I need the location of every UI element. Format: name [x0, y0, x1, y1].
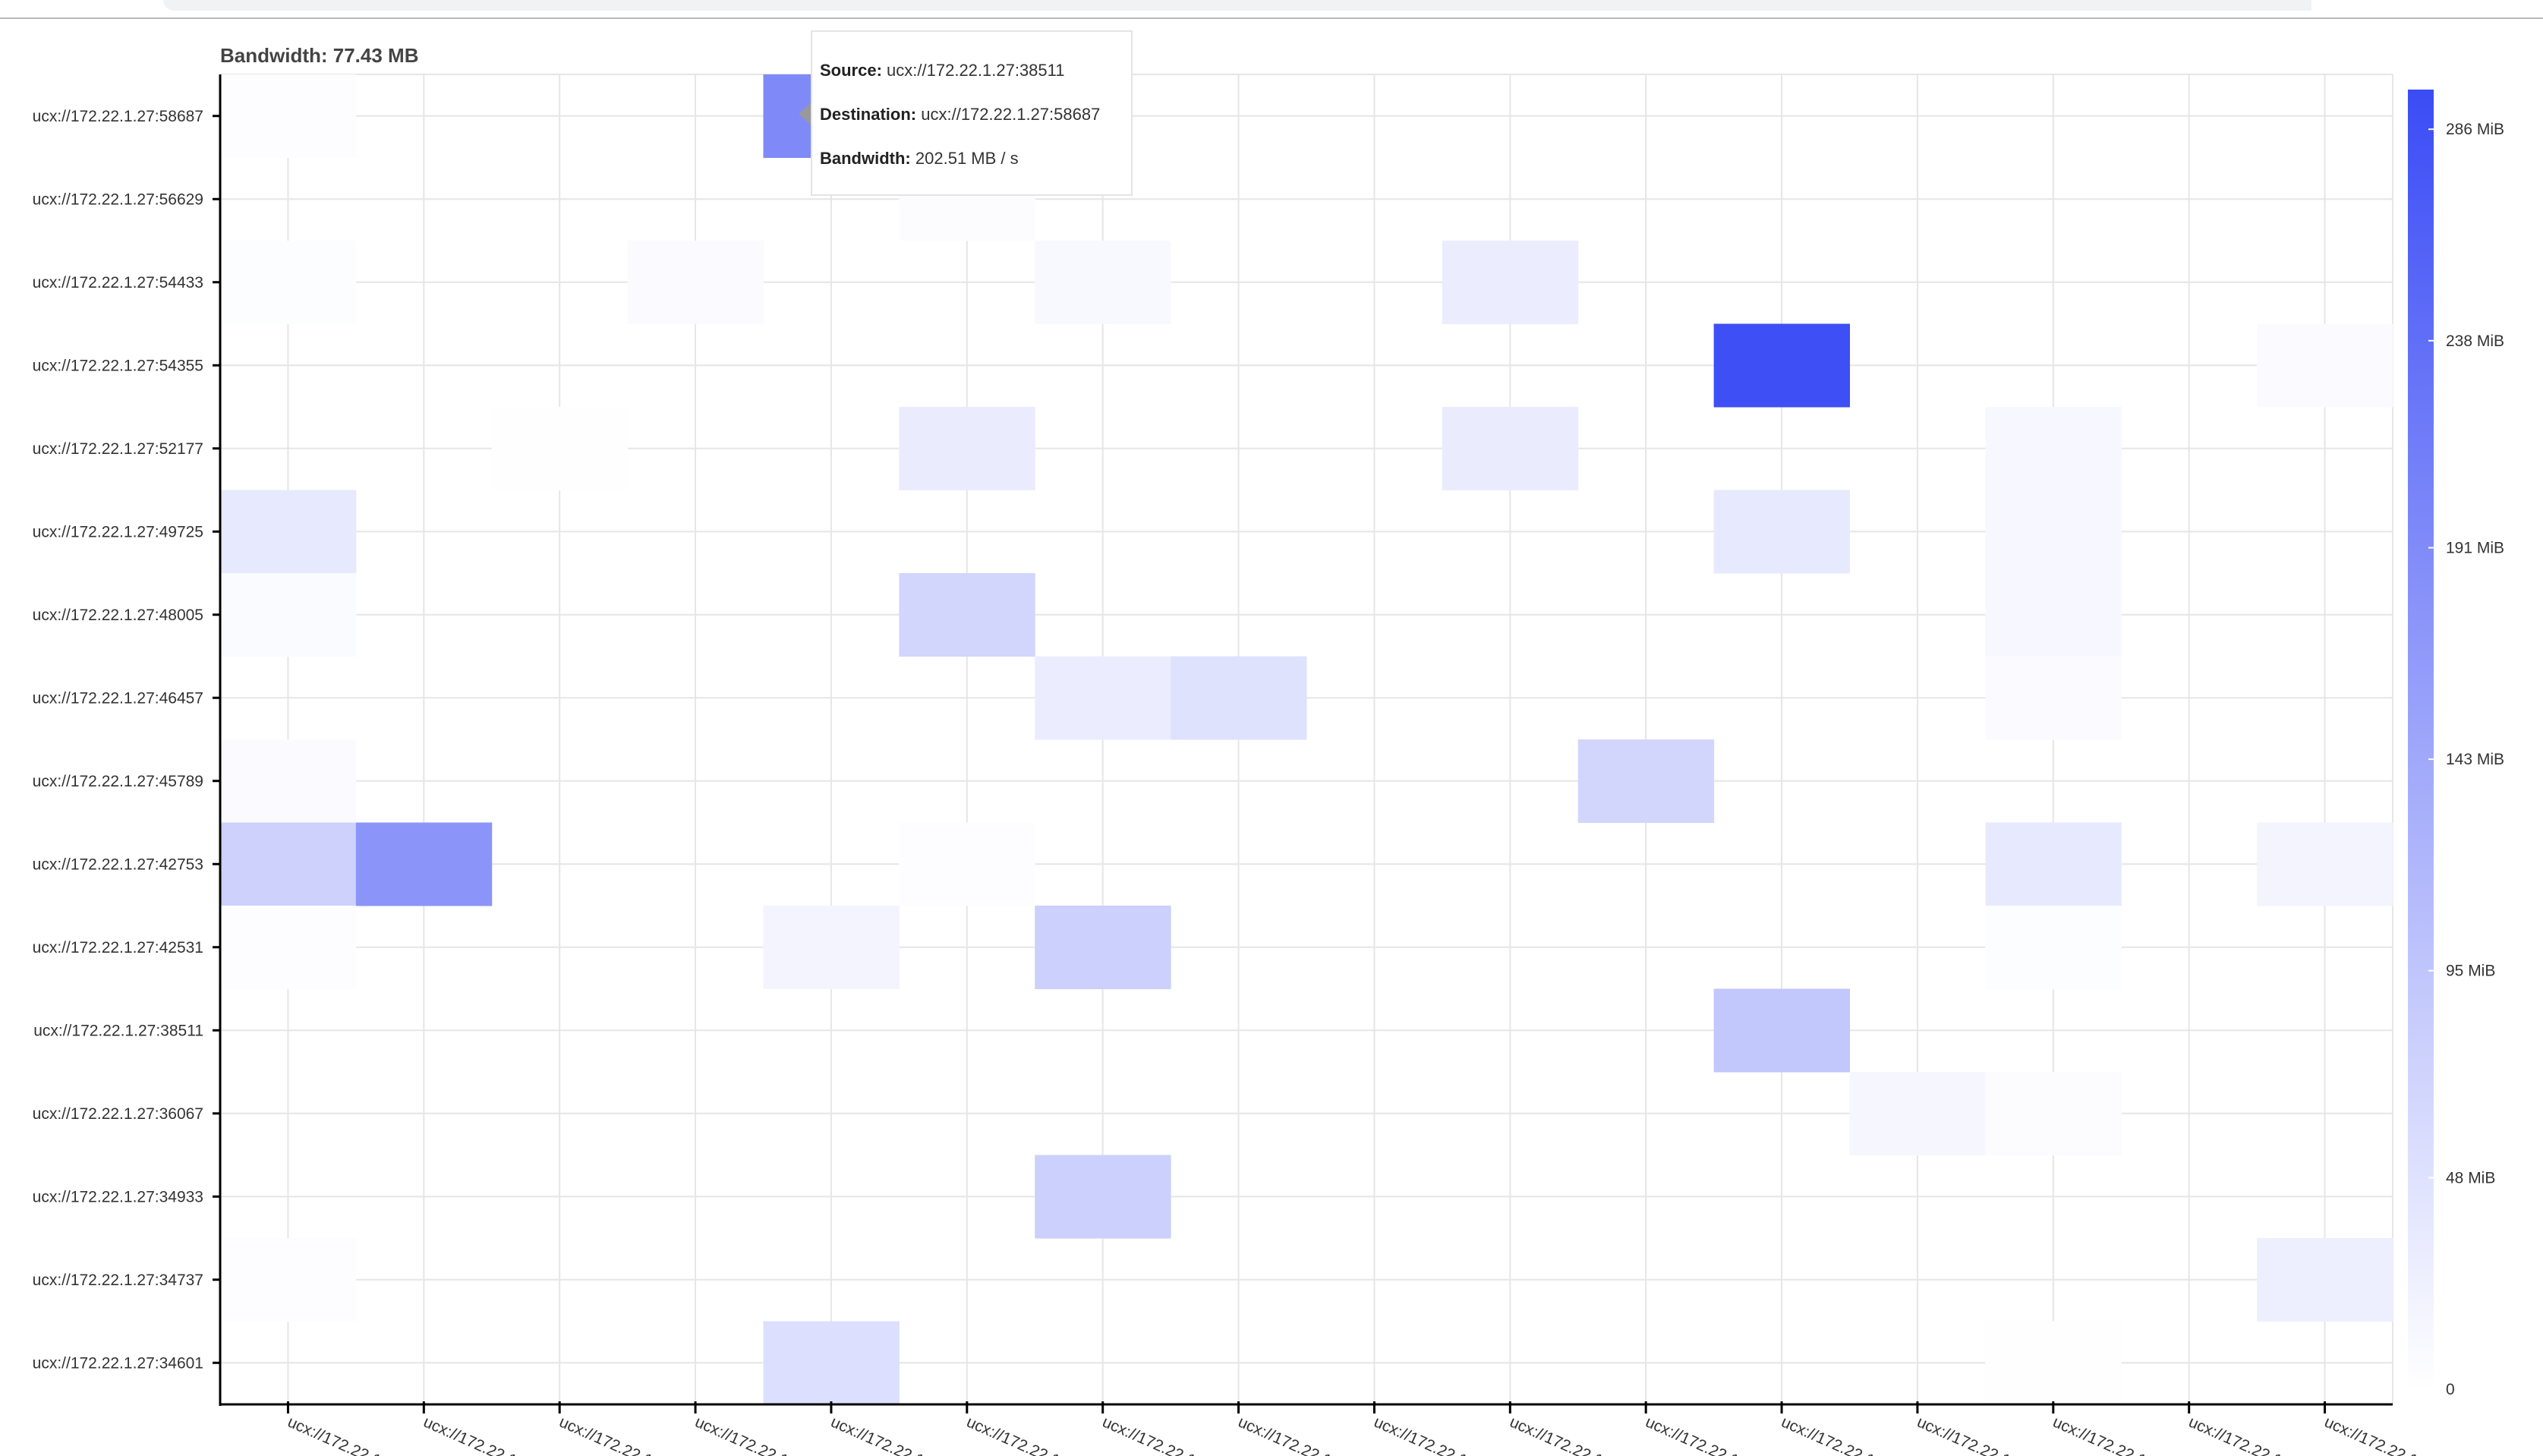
colorbar-tick-label: 238 MiB	[2446, 332, 2504, 350]
x-tick-label: ucx://172.22.1.27:58687	[2322, 1413, 2485, 1456]
tooltip-bandwidth-value: 202.51 MB / s	[915, 149, 1019, 168]
heatmap-cell[interactable]	[2257, 822, 2393, 906]
tooltip-destination-value: ucx://172.22.1.27:58687	[921, 105, 1101, 124]
x-tick-label: ucx://172.22.1.27:36067	[692, 1413, 856, 1456]
heatmap-cell[interactable]	[1442, 407, 1579, 490]
heatmap-cell[interactable]	[1713, 988, 1850, 1073]
heatmap-cell[interactable]	[220, 241, 357, 324]
chart-title: Bandwidth: 77.43 MB	[220, 44, 419, 67]
y-tick-label: ucx://172.22.1.27:34737	[33, 1272, 203, 1289]
x-tick-label: ucx://172.22.1.27:34601	[285, 1413, 448, 1456]
y-tick-label: ucx://172.22.1.27:54355	[33, 357, 203, 374]
heatmap-cell[interactable]	[1171, 656, 1307, 740]
heatmap-cell[interactable]	[220, 573, 357, 657]
x-tick-label: ucx://172.22.1.27:45789	[1236, 1413, 1399, 1456]
heatmap-cell[interactable]	[1035, 1155, 1171, 1239]
x-tick-label: ucx://172.22.1.27:42531	[964, 1413, 1127, 1456]
heatmap-cell[interactable]	[1985, 822, 2122, 906]
heatmap-cell[interactable]	[1713, 323, 1850, 408]
heatmap-cell[interactable]	[220, 490, 357, 574]
tooltip-destination-label: Destination:	[820, 105, 917, 124]
heatmap-cell[interactable]	[220, 74, 357, 158]
heatmap-cell[interactable]	[1985, 407, 2122, 490]
heatmap-cell[interactable]	[1035, 241, 1171, 324]
heatmap-cell[interactable]	[1985, 1321, 2122, 1405]
y-tick-label: ucx://172.22.1.27:58687	[33, 108, 203, 125]
x-tick-label: ucx://172.22.1.27:54355	[1914, 1413, 2078, 1456]
colorbar-tick-label: 0	[2446, 1381, 2455, 1398]
heatmap-cell[interactable]	[491, 407, 629, 490]
heatmap-cell[interactable]	[220, 1238, 357, 1322]
y-tick-label: ucx://172.22.1.27:46457	[33, 689, 203, 707]
y-tick-label: ucx://172.22.1.27:38511	[33, 1022, 203, 1039]
heatmap-cell[interactable]	[1035, 656, 1171, 740]
heatmap-cell[interactable]	[899, 573, 1035, 657]
y-tick-label: ucx://172.22.1.27:56629	[33, 191, 203, 208]
heatmap-cell[interactable]	[355, 822, 493, 906]
heatmap-cell[interactable]	[1985, 656, 2122, 740]
heatmap-cell[interactable]	[2257, 1238, 2393, 1322]
divider	[0, 17, 2543, 19]
y-tick-label: ucx://172.22.1.27:42753	[33, 856, 203, 873]
heatmap-cell[interactable]	[1577, 739, 1715, 823]
browser-address-bar[interactable]	[163, 0, 2311, 11]
x-tick-label: ucx://172.22.1.27:34737	[421, 1413, 584, 1456]
heatmap-cell[interactable]	[1713, 490, 1850, 574]
heatmap-cell[interactable]	[1035, 906, 1171, 989]
heatmap-cell[interactable]	[2257, 323, 2393, 408]
colorbar-tick-label: 286 MiB	[2446, 121, 2504, 138]
hover-tooltip: Source: ucx://172.22.1.27:38511 Destinat…	[811, 30, 1133, 196]
colorbar-tick-label: 143 MiB	[2446, 751, 2504, 768]
heatmap-cell[interactable]	[763, 906, 900, 989]
colorbar	[2408, 90, 2434, 1389]
y-tick-label: ucx://172.22.1.27:52177	[33, 440, 203, 458]
x-tick-label: ucx://172.22.1.27:42753	[1100, 1413, 1263, 1456]
x-tick-label: ucx://172.22.1.27:56629	[2186, 1413, 2349, 1456]
y-tick-label: ucx://172.22.1.27:54433	[33, 274, 203, 292]
heatmap-cell[interactable]	[220, 739, 357, 823]
x-tick-label: ucx://172.22.1.27:48005	[1507, 1413, 1670, 1456]
x-tick-label: ucx://172.22.1.27:34933	[556, 1413, 720, 1456]
tooltip-pointer	[799, 103, 811, 124]
y-tick-label: ucx://172.22.1.27:34601	[33, 1354, 203, 1372]
x-tick-label: ucx://172.22.1.27:46457	[1371, 1413, 1534, 1456]
x-tick-label: ucx://172.22.1.27:52177	[1779, 1413, 1942, 1456]
y-tick-label: ucx://172.22.1.27:42531	[33, 939, 203, 956]
colorbar-tick-label: 48 MiB	[2446, 1169, 2495, 1187]
heatmap-cell[interactable]	[899, 822, 1035, 906]
heatmap-cell[interactable]	[220, 906, 357, 989]
x-tick-label: ucx://172.22.1.27:38511	[828, 1413, 991, 1456]
x-tick-label: ucx://172.22.1.27:54433	[2050, 1413, 2214, 1456]
heatmap-cell[interactable]	[1985, 906, 2122, 989]
heatmap-cell[interactable]	[1985, 490, 2122, 574]
tooltip-source-label: Source:	[820, 61, 882, 80]
y-tick-label: ucx://172.22.1.27:34933	[33, 1188, 203, 1205]
heatmap-cell[interactable]	[627, 241, 764, 324]
heatmap-cell[interactable]	[1985, 573, 2122, 657]
colorbar-tick-label: 191 MiB	[2446, 540, 2504, 557]
colorbar-tick-label: 95 MiB	[2446, 963, 2495, 980]
tooltip-source-value: ucx://172.22.1.27:38511	[887, 61, 1065, 80]
y-tick-label: ucx://172.22.1.27:36067	[33, 1105, 203, 1123]
y-tick-label: ucx://172.22.1.27:48005	[33, 607, 203, 624]
heatmap-cell[interactable]	[220, 822, 357, 906]
y-tick-label: ucx://172.22.1.27:49725	[33, 523, 203, 540]
heatmap-cell[interactable]	[763, 1321, 900, 1405]
x-tick-label: ucx://172.22.1.27:49725	[1643, 1413, 1806, 1456]
heatmap-cell[interactable]	[899, 407, 1035, 490]
tooltip-bandwidth-label: Bandwidth:	[820, 149, 911, 168]
heatmap-cell[interactable]	[1985, 1072, 2122, 1155]
y-tick-label: ucx://172.22.1.27:45789	[33, 773, 203, 790]
heatmap-cell[interactable]	[1849, 1072, 1986, 1155]
heatmap-cell[interactable]	[1442, 241, 1579, 324]
